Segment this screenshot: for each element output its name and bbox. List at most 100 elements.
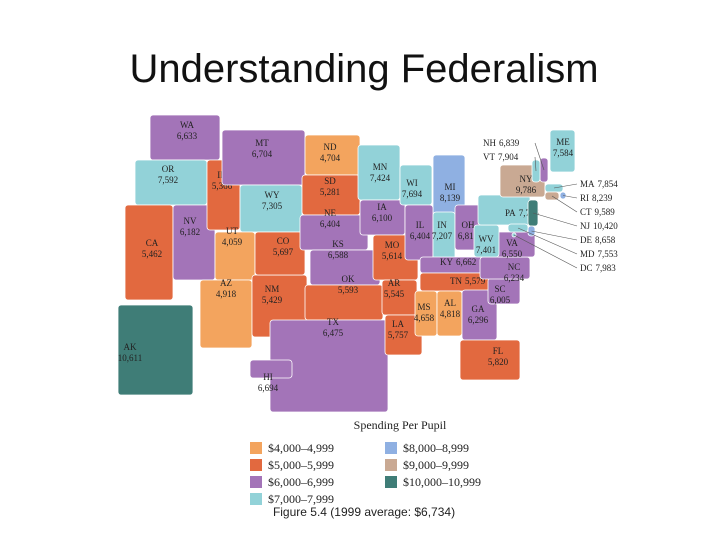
legend-swatch xyxy=(385,442,397,454)
legend-swatch xyxy=(250,476,262,488)
legend-swatch xyxy=(250,493,262,505)
state-name: WA xyxy=(180,120,194,130)
state-name: IL xyxy=(416,220,425,230)
state-value: 6,550 xyxy=(502,249,523,259)
state-value: 6,234 xyxy=(504,273,525,283)
state xyxy=(549,129,576,173)
state-value: 5,579 xyxy=(465,276,486,286)
state-label: DE 8,658 xyxy=(580,235,616,245)
state-label: MA 7,854 xyxy=(580,179,618,189)
state-name: AK xyxy=(124,342,137,352)
state-value: 7,694 xyxy=(402,189,423,199)
legend: Spending Per Pupil $4,000–4,999 $5,000–5,9… xyxy=(250,418,509,506)
state-value: 5,697 xyxy=(273,247,294,257)
legend-bg xyxy=(264,475,374,489)
legend-label: $9,000–9,999 xyxy=(403,458,469,472)
state-value: 6,816 xyxy=(458,231,479,241)
leader-line xyxy=(551,195,578,213)
state xyxy=(249,359,293,379)
legend-label: $5,000–5,999 xyxy=(268,458,334,472)
legend-label: $7,000–7,999 xyxy=(268,492,334,506)
state-name: WY xyxy=(265,190,280,200)
state-label: NJ 10,420 xyxy=(580,221,618,231)
state-value: 5,366 xyxy=(212,181,233,191)
state-value: 6,475 xyxy=(323,328,344,338)
state-name: SC xyxy=(494,284,505,294)
caption: Figure 5.4 (1999 average: $6,734) xyxy=(273,505,455,519)
state-value: 4,818 xyxy=(440,309,461,319)
state-label: NH 6,839 xyxy=(483,138,520,148)
legend-title: Spending Per Pupil xyxy=(354,418,447,432)
state-value: 7,424 xyxy=(370,173,391,183)
state xyxy=(117,304,194,396)
map: WA6,633OR7,592CA5,462NV6,182ID5,366MT6,7… xyxy=(117,114,618,413)
state-value: 7,584 xyxy=(553,148,574,158)
state-label: TN 5,579 xyxy=(450,276,486,286)
state-value: 5,820 xyxy=(488,357,509,367)
state-name: IN xyxy=(437,220,447,230)
state-name: OR xyxy=(162,164,175,174)
leader-line xyxy=(517,227,578,255)
state-value: 9,786 xyxy=(516,185,537,195)
state-name: OK xyxy=(342,274,355,284)
state-name: FL xyxy=(493,346,504,356)
state-value: 6,005 xyxy=(490,295,511,305)
legend-bg xyxy=(399,458,509,472)
state-value: 4,918 xyxy=(216,289,237,299)
state-name: PA xyxy=(505,208,516,218)
state-value: 5,757 xyxy=(388,330,409,340)
state-name: AL xyxy=(444,298,456,308)
leader-line xyxy=(531,230,578,241)
state-name: AZ xyxy=(220,278,232,288)
state-value: 4,059 xyxy=(222,237,243,247)
state-name: VT xyxy=(483,152,495,162)
state-name: RI xyxy=(580,193,589,203)
state-value: 6,182 xyxy=(180,227,200,237)
state-name: CO xyxy=(277,236,290,246)
state-name: NH xyxy=(483,138,496,148)
state-value: 8,239 xyxy=(592,193,613,203)
state-value: 6,100 xyxy=(372,213,393,223)
state-name: LA xyxy=(392,319,404,329)
state-name: MA xyxy=(580,179,595,189)
state-value: 7,854 xyxy=(598,179,619,189)
leader-line xyxy=(532,212,578,227)
state-name: MT xyxy=(255,138,269,148)
state-name: IA xyxy=(377,202,387,212)
leader-line xyxy=(513,234,578,269)
legend-label: $8,000–8,999 xyxy=(403,441,469,455)
state-value: 5,281 xyxy=(320,187,340,197)
state-value: 10,420 xyxy=(593,221,618,231)
state-name: MD xyxy=(580,249,595,259)
state-name: WI xyxy=(406,178,418,188)
state-name: ME xyxy=(556,137,570,147)
state-label: VT 7,904 xyxy=(483,152,519,162)
state-name: DE xyxy=(580,235,592,245)
state-name: GA xyxy=(472,304,485,314)
state-name: HI xyxy=(263,372,273,382)
legend-swatch xyxy=(250,459,262,471)
legend-bg xyxy=(264,458,374,472)
legend-swatch xyxy=(385,459,397,471)
state-value: 10,611 xyxy=(118,353,142,363)
state-name: CA xyxy=(146,238,159,248)
state-label: RI 8,239 xyxy=(580,193,613,203)
state-name: NY xyxy=(520,174,533,184)
state-name: MO xyxy=(385,240,400,250)
legend-bg xyxy=(399,441,509,455)
legend-swatch xyxy=(385,476,397,488)
state-label: DC 7,983 xyxy=(580,263,616,273)
state-value: 6,404 xyxy=(410,231,431,241)
state-label: KY 6,662 xyxy=(440,257,476,267)
state-name: DC xyxy=(580,263,593,273)
state-name: MN xyxy=(373,162,388,172)
state xyxy=(459,339,521,381)
state-value: 8,139 xyxy=(440,193,461,203)
state-name: VA xyxy=(506,238,518,248)
state-value: 4,704 xyxy=(320,153,341,163)
state-value: 7,401 xyxy=(476,245,496,255)
state-value: 7,305 xyxy=(262,201,283,211)
state-name: TX xyxy=(327,317,339,327)
state-name: KS xyxy=(332,239,344,249)
